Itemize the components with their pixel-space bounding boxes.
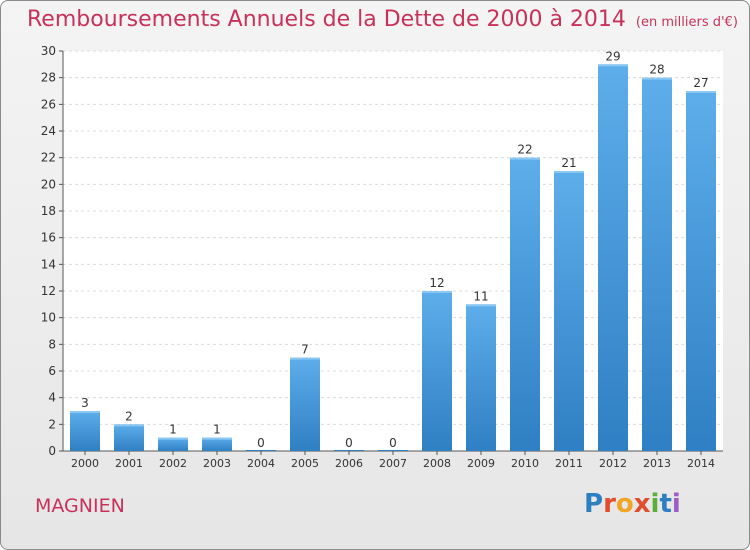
x-tick-label: 2012: [599, 457, 627, 470]
bar: [510, 157, 540, 451]
bar: [686, 91, 716, 451]
x-tick-label: 2005: [291, 457, 319, 470]
y-tick-label: 24: [41, 124, 56, 138]
data-label: 22: [517, 143, 532, 157]
x-tick-label: 2010: [511, 457, 539, 470]
x-tick-label: 2002: [159, 457, 187, 470]
y-tick-label: 8: [48, 337, 56, 351]
y-tick-label: 4: [48, 391, 56, 405]
data-label: 29: [605, 49, 620, 63]
data-label: 2: [125, 409, 133, 423]
logo-letter: P: [584, 489, 604, 519]
title-text: Remboursements Annuels de la Dette de 20…: [27, 7, 626, 32]
proxiti-logo: Proxiti: [584, 489, 681, 519]
data-label: 28: [649, 63, 664, 77]
bar-top-highlight: [158, 437, 188, 440]
data-label: 11: [473, 289, 488, 303]
y-tick-label: 26: [41, 97, 56, 111]
chart-title: Remboursements Annuels de la Dette de 20…: [27, 7, 738, 32]
bar-top-highlight: [686, 91, 716, 93]
logo-letter: r: [603, 489, 616, 519]
data-label: 3: [81, 396, 89, 410]
title-subtitle: (en milliers d'€): [635, 15, 738, 30]
y-tick-label: 6: [48, 364, 56, 378]
data-label: 0: [257, 436, 265, 450]
bar-top-highlight: [202, 437, 232, 440]
x-tick-label: 2014: [687, 457, 715, 470]
bar: [290, 357, 320, 451]
bar: [422, 291, 452, 451]
x-tick-label: 2011: [555, 457, 583, 470]
place-name: MAGNIEN: [35, 495, 125, 517]
data-label: 1: [169, 423, 177, 437]
bar-top-highlight: [422, 291, 452, 293]
logo-letter: t: [659, 489, 672, 519]
bar-top-highlight: [642, 77, 672, 80]
x-tick-label: 2004: [247, 457, 275, 470]
data-label: 0: [389, 436, 397, 450]
bar: [642, 77, 672, 452]
y-tick-label: 28: [41, 71, 56, 85]
y-tick-label: 30: [41, 44, 56, 58]
x-tick-label: 2001: [115, 457, 143, 470]
data-label: 21: [561, 156, 576, 170]
logo-letter: o: [615, 489, 634, 519]
bar: [554, 171, 584, 451]
bar: [598, 64, 628, 452]
bar-top-highlight: [598, 64, 628, 67]
data-label: 0: [345, 436, 353, 450]
y-tick-label: 10: [41, 311, 56, 325]
y-tick-label: 12: [41, 284, 56, 298]
y-tick-label: 18: [41, 204, 56, 218]
x-tick-label: 2008: [423, 457, 451, 470]
logo-letter: x: [633, 489, 651, 519]
bar-top-highlight: [510, 157, 540, 160]
bar-top-highlight: [554, 171, 584, 173]
data-label: 27: [693, 76, 708, 90]
data-label: 12: [429, 276, 444, 290]
y-tick-label: 16: [41, 231, 56, 245]
bar-top-highlight: [114, 424, 144, 427]
x-tick-label: 2003: [203, 457, 231, 470]
x-tick-label: 2013: [643, 457, 671, 470]
data-label: 1: [213, 423, 221, 437]
logo-letter: i: [671, 489, 681, 519]
bar: [202, 437, 232, 451]
bar: [466, 304, 496, 451]
bar: [334, 450, 364, 451]
bar-top-highlight: [70, 411, 100, 413]
bar-top-highlight: [290, 357, 320, 360]
bar-top-highlight: [466, 304, 496, 307]
y-tick-label: 2: [48, 417, 56, 431]
bar: [246, 450, 276, 451]
bar: [158, 437, 188, 451]
data-label: 7: [301, 343, 309, 357]
bar: [70, 411, 100, 451]
y-tick-label: 20: [41, 177, 56, 191]
x-tick-label: 2007: [379, 457, 407, 470]
y-tick-label: 0: [48, 444, 56, 458]
x-tick-label: 2009: [467, 457, 495, 470]
x-tick-label: 2000: [71, 457, 99, 470]
bar: [378, 450, 408, 451]
y-tick-label: 22: [41, 151, 56, 165]
bar: [114, 424, 144, 451]
x-tick-label: 2006: [335, 457, 363, 470]
logo-letter: i: [650, 489, 660, 519]
y-tick-label: 14: [41, 257, 56, 271]
